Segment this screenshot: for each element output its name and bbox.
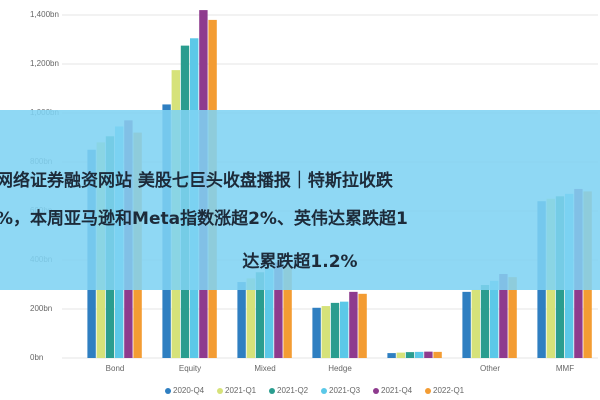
- y-tick-label: 0bn: [30, 353, 43, 362]
- legend-label: 2021-Q1: [225, 386, 257, 395]
- bar: [462, 291, 471, 358]
- legend-marker: [425, 388, 431, 394]
- x-tick-label: Other: [480, 364, 500, 373]
- bar: [471, 289, 480, 358]
- x-tick-label: Mixed: [254, 364, 275, 373]
- bar: [321, 306, 330, 358]
- legend-marker: [217, 388, 223, 394]
- bar: [415, 351, 424, 358]
- bar: [358, 293, 367, 358]
- bar: [508, 277, 517, 358]
- legend-label: 2021-Q2: [277, 386, 309, 395]
- x-tick-label: MMF: [556, 364, 574, 373]
- y-tick-label: 1,200bn: [30, 59, 59, 68]
- bar: [424, 351, 433, 358]
- bar: [490, 280, 499, 358]
- overlay-text: 达累跌超1.2%: [242, 251, 357, 272]
- bar: [330, 302, 340, 358]
- bar: [274, 262, 283, 358]
- legend-marker: [165, 388, 171, 394]
- bar: [255, 272, 265, 358]
- x-tick-label: Hedge: [328, 364, 352, 373]
- legend-marker: [321, 388, 327, 394]
- y-tick-label: 200bn: [30, 304, 52, 313]
- legend-label: 2020-Q4: [173, 386, 205, 395]
- bar: [265, 268, 274, 358]
- legend-label: 2022-Q1: [433, 386, 465, 395]
- bar: [340, 301, 349, 358]
- legend-label: 2021-Q3: [329, 386, 361, 395]
- bar: [480, 284, 490, 358]
- bar: [312, 307, 321, 358]
- bar: [246, 278, 255, 358]
- y-tick-label: 1,400bn: [30, 10, 59, 19]
- overlay-band: [0, 110, 600, 290]
- x-tick-label: Bond: [106, 364, 125, 373]
- bar: [433, 351, 442, 358]
- legend-label: 2021-Q4: [381, 386, 413, 395]
- bar: [349, 291, 358, 358]
- bar: [405, 352, 415, 358]
- bar: [387, 353, 396, 358]
- bar: [283, 266, 292, 358]
- legend-marker: [269, 388, 275, 394]
- bar: [396, 352, 405, 358]
- legend-marker: [373, 388, 379, 394]
- x-tick-label: Equity: [179, 364, 201, 373]
- bar: [237, 282, 246, 358]
- bar: [499, 273, 508, 358]
- overlay-text: 网络证券融资网站 美股七巨头收盘播报｜特斯拉收跌: [0, 170, 394, 191]
- overlay-text: %，本周亚马逊和Meta指数涨超2%、英伟达累跌超1: [0, 208, 408, 229]
